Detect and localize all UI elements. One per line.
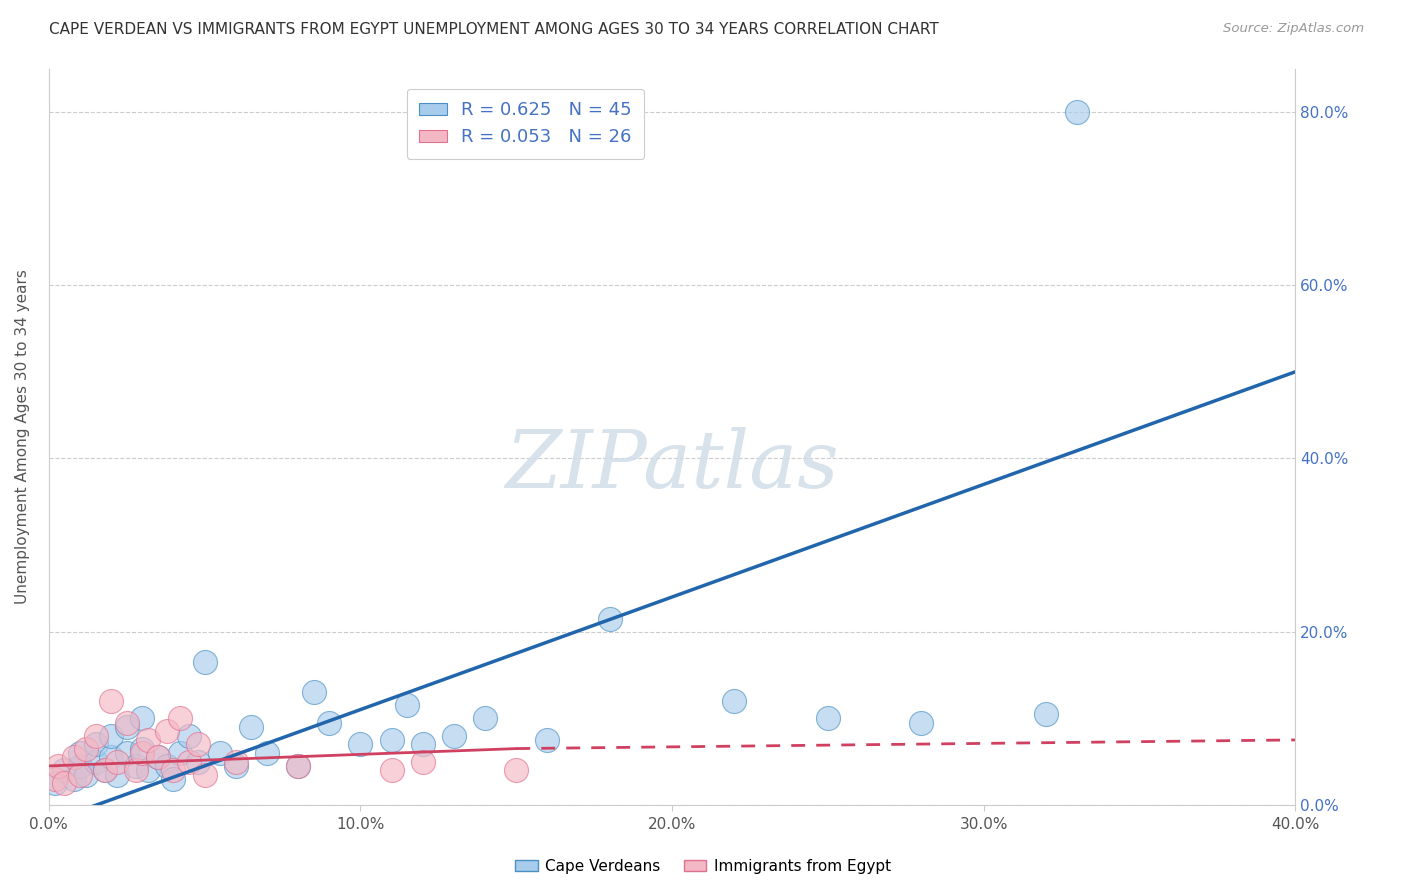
Point [287,759,309,773]
Point [131,746,153,760]
Point [225,759,247,773]
Point [146,750,169,764]
Point [115,720,138,734]
Point [105,755,128,769]
Point [240,720,263,734]
Point [84,737,107,751]
Point [69,746,91,760]
Point [443,729,465,743]
Point [53,776,76,790]
Point [105,767,128,781]
Point [44,772,66,786]
Point [599,612,621,626]
Point [84,755,107,769]
Point [125,764,148,778]
Point [115,746,138,760]
Point [138,733,160,747]
Point [302,685,325,699]
Point [84,729,107,743]
Point [100,694,122,708]
Point [46,759,69,773]
Point [536,733,558,747]
Point [44,776,66,790]
Point [910,715,932,730]
Point [69,759,91,773]
Text: CAPE VERDEAN VS IMMIGRANTS FROM EGYPT UNEMPLOYMENT AMONG AGES 30 TO 34 YEARS COR: CAPE VERDEAN VS IMMIGRANTS FROM EGYPT UN… [49,22,939,37]
Point [349,737,371,751]
Point [125,759,148,773]
Point [177,755,200,769]
Point [100,750,122,764]
Point [187,737,209,751]
Point [131,741,153,756]
Point [156,724,179,739]
Point [169,711,191,725]
Point [162,764,184,778]
Point [131,711,153,725]
Point [62,772,84,786]
Point [187,755,209,769]
Point [412,755,434,769]
Point [177,729,200,743]
Point [100,729,122,743]
Point [146,750,169,764]
Point [75,741,97,756]
Point [115,715,138,730]
Point [94,764,117,778]
Point [194,767,217,781]
Point [412,737,434,751]
Point [156,759,179,773]
Point [287,759,309,773]
Point [1066,104,1088,119]
Point [396,698,419,713]
Point [53,764,76,778]
Legend: R = 0.625   N = 45, R = 0.053   N = 26: R = 0.625 N = 45, R = 0.053 N = 26 [406,88,644,159]
Point [169,746,191,760]
Y-axis label: Unemployment Among Ages 30 to 34 years: Unemployment Among Ages 30 to 34 years [15,269,30,604]
Point [94,764,117,778]
Point [138,764,160,778]
Point [381,733,404,747]
Point [1035,706,1057,721]
Point [256,746,278,760]
Point [723,694,745,708]
Text: ZIPatlas: ZIPatlas [505,427,839,505]
Point [225,755,247,769]
Text: Source: ZipAtlas.com: Source: ZipAtlas.com [1223,22,1364,36]
Point [474,711,496,725]
Point [194,655,217,669]
Point [62,750,84,764]
Point [817,711,839,725]
Point [318,715,340,730]
Point [69,767,91,781]
Point [381,764,404,778]
Point [75,767,97,781]
Point [209,746,232,760]
Point [505,764,527,778]
Legend: Cape Verdeans, Immigrants from Egypt: Cape Verdeans, Immigrants from Egypt [509,853,897,880]
Point [162,772,184,786]
